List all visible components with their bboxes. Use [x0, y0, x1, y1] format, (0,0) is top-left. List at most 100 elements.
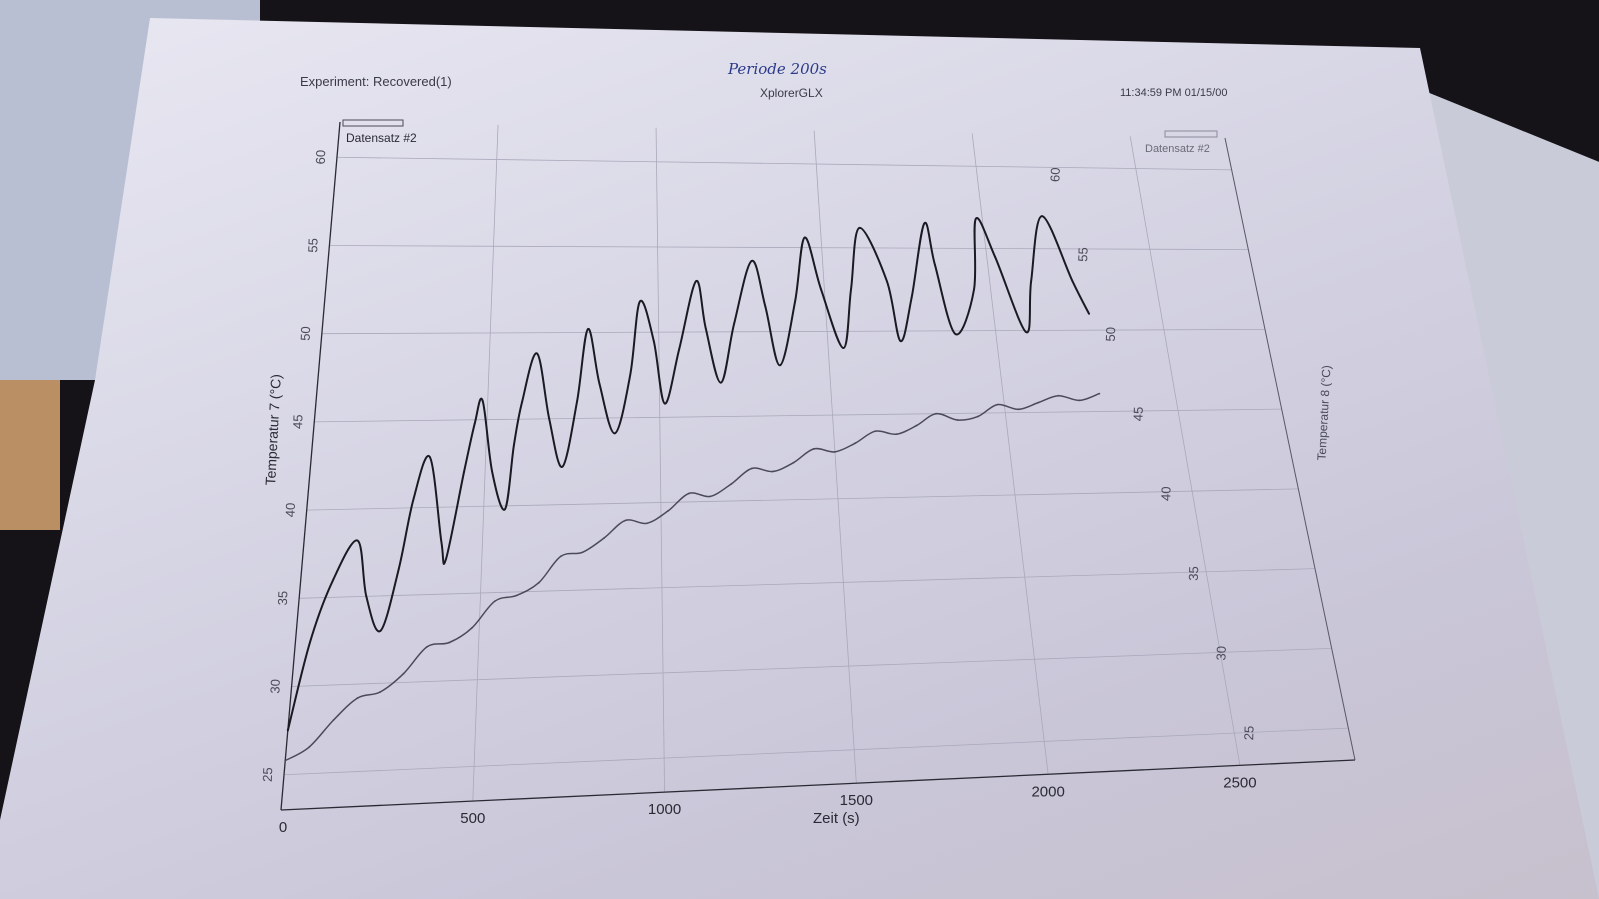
data-point — [412, 498, 415, 500]
grid-line-x — [472, 124, 499, 802]
data-point — [379, 691, 382, 693]
data-point — [910, 296, 913, 299]
grid-line-x — [1129, 136, 1241, 766]
y-tick-label-left: 30 — [267, 679, 282, 694]
data-point — [629, 374, 632, 376]
data-point — [521, 400, 523, 403]
data-point — [603, 537, 605, 539]
grid-line-y — [329, 245, 1249, 251]
data-point — [923, 222, 926, 225]
data-point — [332, 578, 335, 581]
data-point — [820, 288, 822, 291]
data-point — [956, 419, 959, 421]
data-point — [915, 424, 918, 427]
data-point — [587, 328, 589, 330]
y-tick-label-right: 55 — [1075, 247, 1090, 262]
grid-line-x — [813, 130, 857, 784]
x-tick-label: 2500 — [1223, 774, 1256, 791]
y-axis-title-right: Temperatur 8 (°C) — [1315, 365, 1334, 461]
data-point — [624, 519, 627, 522]
y-axis-left — [280, 121, 341, 811]
data-point — [695, 280, 698, 282]
data-point — [481, 399, 484, 402]
data-point — [493, 600, 496, 603]
grid-line-y — [321, 328, 1266, 335]
y-tick-label-right: 50 — [1103, 327, 1118, 342]
data-point — [284, 759, 287, 762]
experiment-title: Experiment: Recovered(1) — [300, 74, 452, 89]
data-point — [834, 450, 836, 453]
data-point — [720, 381, 722, 384]
data-point — [750, 467, 753, 470]
grid-line-y — [291, 647, 1332, 687]
data-point — [994, 255, 996, 258]
data-point — [874, 430, 877, 433]
y-tick-label-right: 40 — [1158, 486, 1173, 501]
data-point — [771, 470, 774, 473]
data-point — [309, 641, 311, 643]
grid-line-x — [655, 127, 665, 793]
data-point — [332, 719, 335, 721]
data-point — [1030, 280, 1033, 283]
data-point — [730, 483, 733, 485]
data-point — [440, 541, 443, 543]
data-point — [954, 333, 957, 336]
data-point — [899, 340, 902, 342]
data-point — [560, 555, 562, 558]
x-axis — [280, 759, 1356, 811]
data-point — [1017, 408, 1020, 411]
y-tick-label-right: 60 — [1047, 167, 1062, 182]
data-point — [463, 471, 465, 473]
data-point — [1071, 280, 1074, 283]
data-point — [858, 226, 861, 229]
data-point — [842, 347, 845, 349]
data-point — [977, 415, 979, 418]
series-line-temperatur-7 — [286, 215, 1090, 731]
data-point — [286, 729, 289, 732]
legend-swatch-left — [342, 119, 404, 127]
data-point — [513, 444, 515, 447]
chart-labels: 0 500 1000 1500 2000 2500 25 30 35 40 45 50 55 60 25 30… — [260, 119, 1334, 836]
timestamp: 11:34:59 PM 01/15/00 — [1120, 87, 1228, 99]
y-tick-label-left: 50 — [298, 326, 313, 341]
data-point — [733, 322, 736, 325]
background-folder — [0, 380, 60, 530]
y-tick-label-left: 40 — [282, 502, 297, 517]
data-point — [678, 348, 681, 350]
data-point — [1088, 313, 1090, 315]
data-point — [1025, 331, 1027, 334]
data-point — [935, 412, 938, 415]
data-point — [536, 352, 538, 355]
data-point — [379, 629, 382, 632]
data-point — [402, 672, 405, 675]
grid-line-y — [284, 727, 1349, 776]
y-tick-label-left: 60 — [313, 150, 328, 165]
grid-line-y — [306, 488, 1299, 511]
data-point — [1037, 401, 1040, 404]
data-point — [598, 382, 601, 385]
data-point — [764, 305, 767, 308]
data-point — [448, 641, 451, 644]
data-point — [504, 508, 506, 511]
grid-line-x — [971, 133, 1049, 775]
data-point — [934, 263, 936, 266]
data-point — [515, 594, 518, 597]
y-tick-label-right: 30 — [1213, 646, 1228, 661]
y-axis-right — [1224, 137, 1356, 761]
y-tick-label-right: 25 — [1241, 725, 1256, 740]
legend-label-right: Datensatz #2 — [1145, 143, 1210, 155]
data-point — [1057, 394, 1060, 397]
data-point — [356, 697, 359, 699]
data-point — [996, 403, 999, 406]
data-point — [885, 280, 888, 283]
x-tick-label: 0 — [279, 819, 287, 836]
data-point — [792, 461, 795, 464]
data-point — [445, 558, 447, 561]
chart-axes — [280, 121, 1356, 811]
data-point — [561, 465, 564, 468]
x-tick-label: 500 — [460, 810, 485, 827]
data-point — [639, 300, 641, 303]
x-tick-label: 1500 — [840, 792, 873, 809]
data-point — [854, 442, 857, 445]
